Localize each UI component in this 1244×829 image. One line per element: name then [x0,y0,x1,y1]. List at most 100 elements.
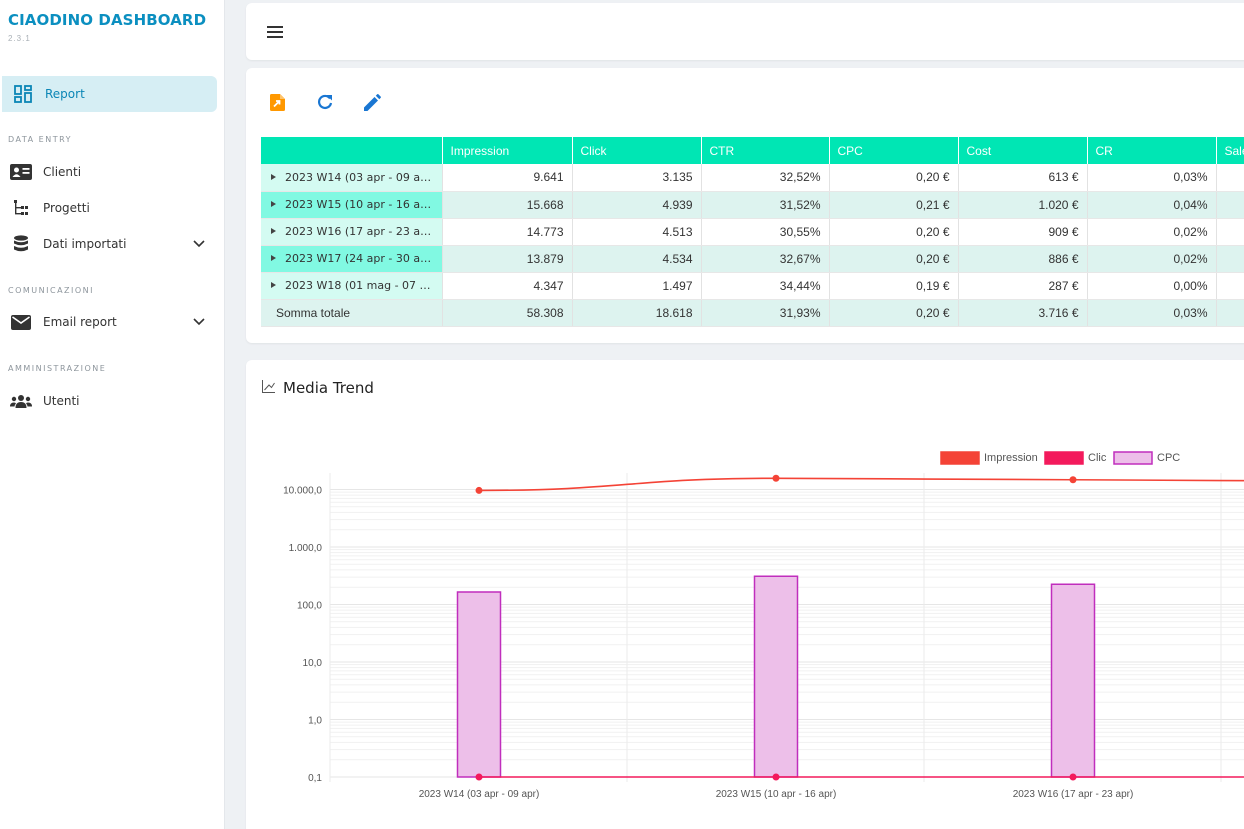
column-header-click[interactable]: Click [572,137,702,164]
refresh-button[interactable] [315,92,335,112]
total-cpc: 0,20 € [829,299,959,327]
cell-click: 4.534 [572,245,702,273]
cell-cr: 0,00% [1087,272,1217,300]
sidebar-item-label: Dati importati [43,237,127,251]
total-click: 18.618 [572,299,702,327]
column-header-ctr[interactable]: CTR [701,137,830,164]
table-row[interactable]: 2023 W17 (24 apr - 30 a… 13.879 4.534 32… [261,245,1244,273]
x-tick-label: 2023 W15 (10 apr - 16 apr) [716,789,837,800]
row-label: 2023 W16 (17 apr - 23 a… [285,225,432,238]
chart-card: Media Trend 10.000,0 1.000,0 100,0 10,0 1,0 0… [246,360,1244,829]
table-row[interactable]: 2023 W16 (17 apr - 23 a… 14.773 4.513 30… [261,218,1244,246]
cell-impression: 4.347 [442,272,573,300]
table-header-row: Impression Click CTR CPC Cost CR Sales [261,137,1244,164]
chevron-down-icon [193,315,205,329]
sidebar-item-clienti[interactable]: Clienti [0,154,217,190]
cell-cost: 886 € [958,245,1088,273]
cell-impression: 9.641 [442,164,573,192]
cell-ctr: 30,55% [701,218,830,246]
legend-swatch [1113,451,1153,465]
column-header [261,137,443,164]
column-header-cost[interactable]: Cost [958,137,1088,164]
cell-sales [1216,164,1244,192]
row-expander[interactable]: 2023 W16 (17 apr - 23 a… [261,218,443,246]
row-label: 2023 W17 (24 apr - 30 a… [285,252,432,265]
row-expander[interactable]: 2023 W18 (01 mag - 07 … [261,272,443,300]
cell-cr: 0,03% [1087,164,1217,192]
point-clic [475,773,483,781]
expand-triangle-icon [271,173,276,180]
pencil-icon [363,93,381,111]
expand-triangle-icon [271,282,276,288]
cell-click: 3.135 [572,164,702,192]
media-trend-chart: 10.000,0 1.000,0 100,0 10,0 1,0 0,1 2023 W14 (… [283,451,1244,800]
legend-label: Impression [984,452,1038,464]
legend-swatch [940,451,980,465]
cell-cr: 0,04% [1087,191,1217,219]
expand-triangle-icon [271,255,276,261]
sidebar-item-label: Report [45,87,85,101]
column-header-sales[interactable]: Sales [1216,137,1244,164]
sidebar-item-label: Clienti [43,165,82,179]
table-row[interactable]: 2023 W18 (01 mag - 07 … 4.347 1.497 34,4… [261,272,1244,300]
cell-impression: 14.773 [442,218,573,246]
app-version: 2.3.1 [8,34,31,43]
edit-button[interactable] [362,92,382,112]
line-chart-icon [262,380,275,398]
cell-impression: 13.879 [442,245,573,273]
topbar [246,3,1244,60]
chart-title: Media Trend [283,379,374,397]
sidebar-item-progetti[interactable]: Progetti [0,190,217,226]
report-card: Impression Click CTR CPC Cost CR Sales 2… [246,68,1244,343]
total-cost: 3.716 € [958,299,1088,327]
sidebar-item-utenti[interactable]: Utenti [0,383,217,419]
sidebar-item-report[interactable]: Report [2,76,217,112]
export-file-button[interactable] [267,92,287,112]
cell-sales [1216,218,1244,246]
total-impression: 58.308 [442,299,573,327]
column-header-impression[interactable]: Impression [442,137,573,164]
sidebar-item-email-report[interactable]: Email report [0,304,217,340]
legend-label: Clic [1088,452,1107,464]
y-tick-label: 1,0 [308,716,322,727]
column-header-cr[interactable]: CR [1087,137,1217,164]
cell-cost: 909 € [958,218,1088,246]
section-label-amministrazione: AMMINISTRAZIONE [8,364,107,373]
cell-cpc: 0,20 € [829,245,959,273]
sidebar: CIAODINO DASHBOARD 2.3.1 Report DATA ENT… [0,0,225,829]
legend-label: CPC [1157,452,1180,464]
sidebar-item-label: Email report [43,315,117,329]
column-header-cpc[interactable]: CPC [829,137,959,164]
file-export-icon [269,93,285,111]
row-label: 2023 W14 (03 apr - 09 a… [285,170,432,184]
cell-impression: 15.668 [442,191,573,219]
point-clic [1069,773,1077,781]
menu-icon[interactable] [267,26,283,38]
sidebar-item-dati-importati[interactable]: Dati importati [0,226,217,262]
cell-cpc: 0,21 € [829,191,959,219]
point-impression [475,486,483,494]
line-impression [478,477,1244,492]
cell-click: 4.939 [572,191,702,219]
table-row[interactable]: 2023 W14 (03 apr - 09 a… 9.641 3.135 32,… [261,164,1244,192]
cell-ctr: 31,52% [701,191,830,219]
dashboard-icon [12,85,34,103]
users-icon [10,392,32,410]
cell-cpc: 0,20 € [829,164,959,192]
cell-sales [1216,272,1244,300]
report-table: Impression Click CTR CPC Cost CR Sales 2… [261,137,1244,327]
expand-triangle-icon [271,201,276,207]
row-expander[interactable]: 2023 W14 (03 apr - 09 a… [261,164,443,192]
row-label: 2023 W18 (01 mag - 07 … [285,279,431,292]
table-total-row: Somma totale 58.308 18.618 31,93% 0,20 €… [261,299,1244,327]
cell-ctr: 32,67% [701,245,830,273]
total-ctr: 31,93% [701,299,830,327]
row-expander[interactable]: 2023 W17 (24 apr - 30 a… [261,245,443,273]
app-title: CIAODINO DASHBOARD [8,11,207,29]
cell-cpc: 0,19 € [829,272,959,300]
sidebar-item-label: Progetti [43,201,90,215]
table-row[interactable]: 2023 W15 (10 apr - 16 a… 15.668 4.939 31… [261,191,1244,219]
cell-click: 1.497 [572,272,702,300]
x-tick-label: 2023 W16 (17 apr - 23 apr) [1013,789,1134,800]
row-expander[interactable]: 2023 W15 (10 apr - 16 a… [261,191,443,219]
